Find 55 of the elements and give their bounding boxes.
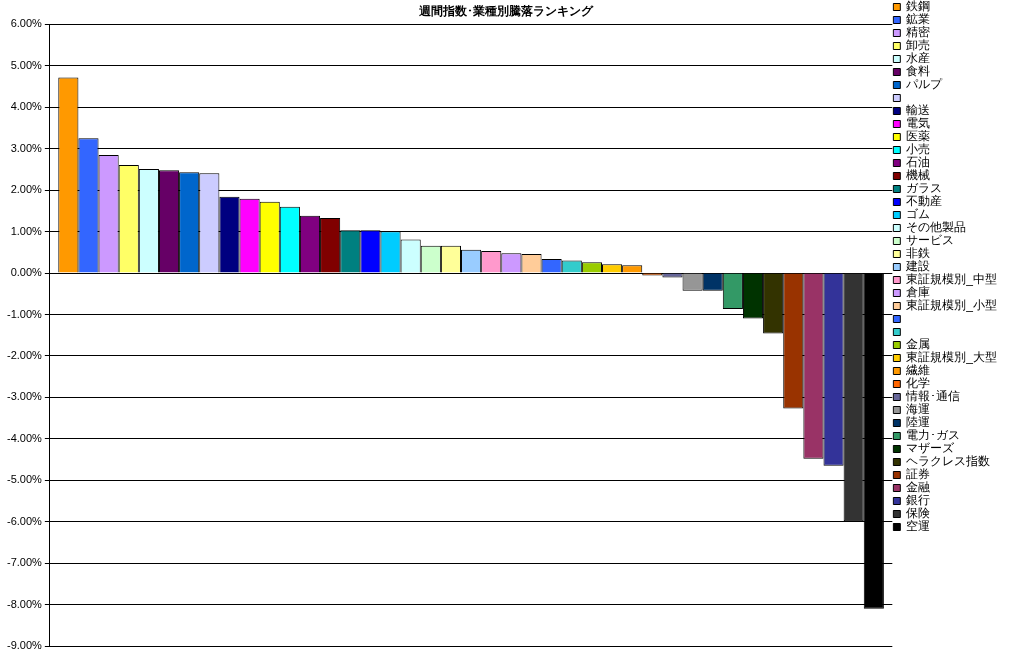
legend-label: 輸送 [906, 103, 931, 118]
legend-label: 東証規模別_中型 [906, 272, 998, 287]
y-tick-label: 1.00% [10, 224, 43, 237]
legend-label: ヘラクレス指数 [906, 454, 991, 469]
y-tick-label: 6.00% [10, 17, 43, 30]
y-tick-label: -9.00% [6, 639, 43, 652]
y-tick-label: 0.00% [10, 266, 43, 279]
y-tick-label: -3.00% [6, 390, 43, 403]
legend-label: 証券 [906, 467, 931, 482]
legend-label: 鉱業 [906, 12, 931, 27]
legend-label: 東証規模別_大型 [906, 350, 998, 365]
legend-label: 繊維 [905, 363, 931, 378]
legend-label: 電力･ガス [906, 428, 961, 443]
legend-label: 空運 [906, 519, 931, 534]
legend-label: 海運 [906, 402, 931, 417]
legend-label: その他製品 [906, 220, 967, 235]
y-tick-label: 3.00% [10, 141, 43, 154]
legend-label: 銀行 [906, 493, 931, 508]
legend-label: 水産 [906, 51, 931, 66]
chart-title: 週間指数･業種別騰落ランキング [417, 3, 594, 18]
legend-label: 金属 [906, 337, 931, 352]
legend-label: 食料 [906, 64, 931, 79]
legend-label: サービス [906, 233, 955, 248]
legend-label: 東証規模別_小型 [906, 298, 998, 313]
legend-label: パルプ [905, 77, 944, 92]
legend-label: 陸運 [906, 415, 931, 430]
legend-label: 建設 [905, 259, 931, 274]
y-tick-label: -6.00% [6, 514, 43, 527]
legend-label: ゴム [906, 207, 931, 222]
legend-label: 保険 [906, 506, 931, 521]
legend-label: 不動産 [906, 194, 943, 209]
y-tick-label: -8.00% [6, 597, 43, 610]
legend-label: 非鉄 [906, 246, 931, 261]
y-tick-label: -4.00% [6, 431, 43, 444]
legend-label: 化学 [906, 376, 931, 391]
y-tick-label: -1.00% [6, 307, 43, 320]
legend-label: 石油 [906, 155, 931, 170]
legend-label: ガラス [906, 181, 943, 196]
legend-label: 機械 [906, 168, 931, 183]
legend-label: 鉄鋼 [906, 0, 931, 14]
legend-label: 精密 [906, 25, 931, 40]
y-tick-label: 5.00% [10, 58, 43, 71]
legend-label: 卸売 [906, 38, 931, 53]
y-tick-label: -5.00% [6, 473, 43, 486]
legend-label: 倉庫 [906, 285, 931, 300]
y-tick-label: 2.00% [10, 183, 43, 196]
legend-label: マザーズ [906, 441, 956, 456]
y-tick-label: 4.00% [10, 100, 43, 113]
legend-label: 電気 [906, 116, 931, 131]
legend-label: 医薬 [906, 129, 931, 144]
legend-label: 金融 [906, 480, 931, 495]
legend-label: 小売 [906, 142, 931, 157]
y-tick-label: -2.00% [6, 348, 43, 361]
y-tick-label: -7.00% [6, 556, 43, 569]
legend-label: 情報･通信 [905, 389, 961, 404]
